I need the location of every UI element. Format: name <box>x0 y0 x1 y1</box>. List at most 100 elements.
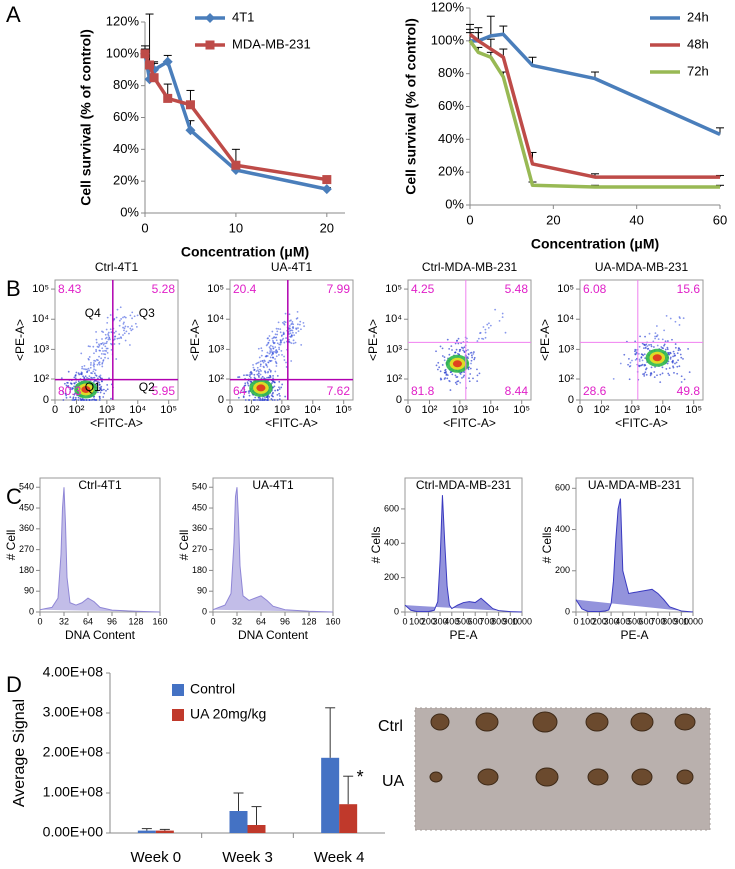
cell-dot <box>302 321 305 324</box>
cell-dot <box>99 397 101 400</box>
cell-dot <box>672 355 674 358</box>
x-axis-label: PE-A <box>449 628 477 642</box>
tumor <box>631 768 653 786</box>
cell-dot <box>674 362 676 365</box>
cell-dot <box>86 376 88 379</box>
cell-dot <box>279 331 282 334</box>
y-tick-label: 0 <box>565 606 570 616</box>
cell-dot <box>77 380 80 383</box>
bar <box>339 804 358 833</box>
cell-dot <box>96 380 99 383</box>
y-axis-label: # Cells <box>540 527 554 564</box>
cell-dot <box>652 340 655 343</box>
cell-dot <box>436 368 439 371</box>
cell-dot <box>106 351 109 354</box>
x-tick-label: 800 <box>662 616 677 626</box>
cell-dot <box>441 347 444 350</box>
cell-dot <box>276 394 279 396</box>
cell-dot <box>104 356 106 359</box>
cell-dot <box>97 346 100 349</box>
cell-dot <box>247 384 250 387</box>
x-tick-label: 96 <box>280 616 290 626</box>
y-axis-label: Average Signal <box>11 699 28 807</box>
cell-dot <box>237 376 239 379</box>
y-tick-label: 10² <box>558 373 574 385</box>
cell-dot <box>266 376 268 379</box>
cell-dot <box>104 349 106 352</box>
y-tick-label: 0% <box>120 204 139 219</box>
cell-dot <box>268 395 271 398</box>
cell-dot <box>668 374 671 377</box>
cell-dot <box>679 348 682 351</box>
cell-dot <box>280 340 282 342</box>
cell-dot <box>237 396 240 399</box>
cell-dot <box>473 356 476 359</box>
cell-dot <box>437 361 440 364</box>
cell-dot <box>629 364 632 367</box>
x-tick-label: 96 <box>107 616 117 626</box>
x-tick-label: 10³ <box>624 404 640 416</box>
cell-dot <box>265 364 268 367</box>
cell-dot <box>107 331 110 334</box>
y-tick-label: 450 <box>192 502 207 512</box>
cell-dot <box>279 395 281 397</box>
cell-dot <box>290 334 293 337</box>
marker <box>185 100 195 110</box>
cell-dot <box>259 397 262 400</box>
cell-dot <box>73 376 76 379</box>
cell-dot <box>93 368 96 371</box>
cell-dot <box>278 392 281 395</box>
cell-dot <box>469 373 472 375</box>
x-tick-label: 10⁴ <box>654 404 671 416</box>
cell-dot <box>479 331 482 334</box>
cell-dot <box>268 368 271 371</box>
x-tick-label: 32 <box>232 616 242 626</box>
cell-dot <box>101 347 104 350</box>
cell-dot <box>89 345 91 348</box>
cell-dot <box>295 317 298 320</box>
x-axis-label: DNA Content <box>238 628 309 642</box>
cell-dot <box>476 368 478 371</box>
cell-dot <box>269 370 272 373</box>
cell-dot <box>280 386 283 389</box>
cell-dot <box>472 377 474 380</box>
y-tick-label: 10⁴ <box>32 313 49 325</box>
cell-dot <box>87 357 90 360</box>
tumor <box>674 713 696 731</box>
cell-dot <box>638 364 641 367</box>
cell-dot <box>97 359 99 362</box>
cell-dot <box>65 394 68 397</box>
cell-dot <box>467 357 469 360</box>
x-tick-label: 10² <box>422 404 438 416</box>
x-tick-label: Week 4 <box>314 849 365 866</box>
x-tick-label: 100 <box>580 616 595 626</box>
cell-dot <box>242 391 245 393</box>
x-tick-label: 10⁵ <box>335 404 352 416</box>
plot-title: Ctrl-MDA-MB-231 <box>416 478 512 492</box>
x-axis-label: <FITC-A> <box>90 416 143 430</box>
x-tick-label: 10² <box>69 404 85 416</box>
cell-dot <box>682 357 684 360</box>
y-tick-label: 10⁵ <box>32 283 49 295</box>
cell-dot <box>280 349 283 352</box>
cell-dot <box>267 361 270 364</box>
legend-marker <box>205 13 215 23</box>
cell-dot <box>292 339 295 342</box>
plot-frame <box>575 477 694 613</box>
cell-dot <box>259 365 262 368</box>
y-tick-label: 180 <box>19 565 34 575</box>
y-tick-label: 0 <box>218 394 224 406</box>
x-tick-label: 200 <box>592 616 607 626</box>
tumor <box>429 771 443 783</box>
cell-dot <box>272 339 274 342</box>
y-axis-label: <PE-A> <box>13 319 27 361</box>
bar <box>137 830 156 833</box>
plot-title: UA-MDA-MB-231 <box>588 478 682 492</box>
cell-dot <box>70 382 73 385</box>
x-tick-label: 900 <box>503 616 518 626</box>
x-tick-label: 40 <box>629 212 643 227</box>
cell-dot <box>454 351 456 354</box>
cell-dot <box>468 380 471 383</box>
plot-title: UA-MDA-MB-231 <box>595 260 689 274</box>
tumor <box>477 768 499 786</box>
